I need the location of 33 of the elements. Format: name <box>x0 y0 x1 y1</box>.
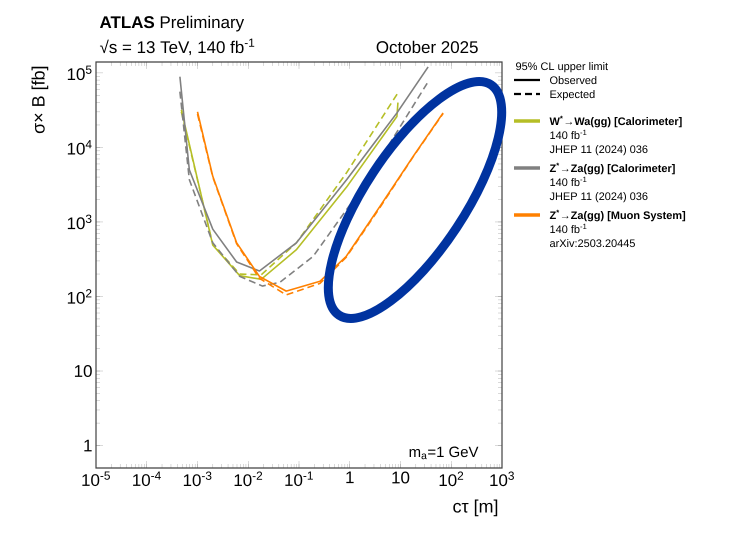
legend-label: Z$^{*}$→Za(gg) [Calorimeter] <box>550 162 675 174</box>
x-axis-title: cτ [m] <box>453 500 498 516</box>
x-tick-label: 10$^{-1}$ <box>285 472 313 486</box>
text: Expected <box>550 90 595 100</box>
y-tick-label: 10$^{4}$ <box>68 140 92 155</box>
x-tick-label: 10$^{2}$ <box>440 472 464 486</box>
text: Observed <box>550 76 596 84</box>
x-tick-label: 10$^{-5}$ <box>82 472 110 486</box>
legend-label: Z$^{*}$→Za(gg) [Muon System] <box>550 210 686 222</box>
x-tick-label: 10 <box>392 472 410 484</box>
legend-label: W$^{*}$→Wa(gg) [Calorimeter] <box>550 116 682 128</box>
chart-subtitle: √s = 13 TeV, 140 fb$^{-1}$ <box>100 38 254 56</box>
x-tick-label: 1 <box>346 472 354 484</box>
annotation: m$_{a}$=1 GeV <box>410 446 478 460</box>
text: 140 fb$^{-1}$ <box>550 176 586 186</box>
x-tick-label: 10$^{-2}$ <box>234 472 262 486</box>
x-tick-label: 10$^{3}$ <box>490 472 514 486</box>
y-tick-label: 10 <box>74 365 92 378</box>
y-axis-title: σ× B [fb] <box>32 66 48 134</box>
x-tick-label: 10$^{-3}$ <box>184 472 212 486</box>
legend-title: 95% CL upper limit <box>516 62 608 72</box>
chart-title: ATLAS Preliminary <box>100 16 244 32</box>
text: JHEP 11 (2024) 036 <box>550 145 648 156</box>
text: 140 fb$^{-1}$ <box>550 130 586 140</box>
y-tick-label: 10$^{5}$ <box>68 66 92 80</box>
x-tick-label: 10$^{-4}$ <box>133 472 161 486</box>
y-tick-label: 1 <box>84 440 92 452</box>
text: 140 fb$^{-1}$ <box>550 224 586 234</box>
y-tick-label: 10$^{2}$ <box>68 289 92 304</box>
text: JHEP 11 (2024) 036 <box>550 192 648 202</box>
text: arXiv:2503.20445 <box>550 239 635 248</box>
y-tick-label: 10$^{3}$ <box>68 214 92 230</box>
text: October 2025 <box>376 40 478 54</box>
